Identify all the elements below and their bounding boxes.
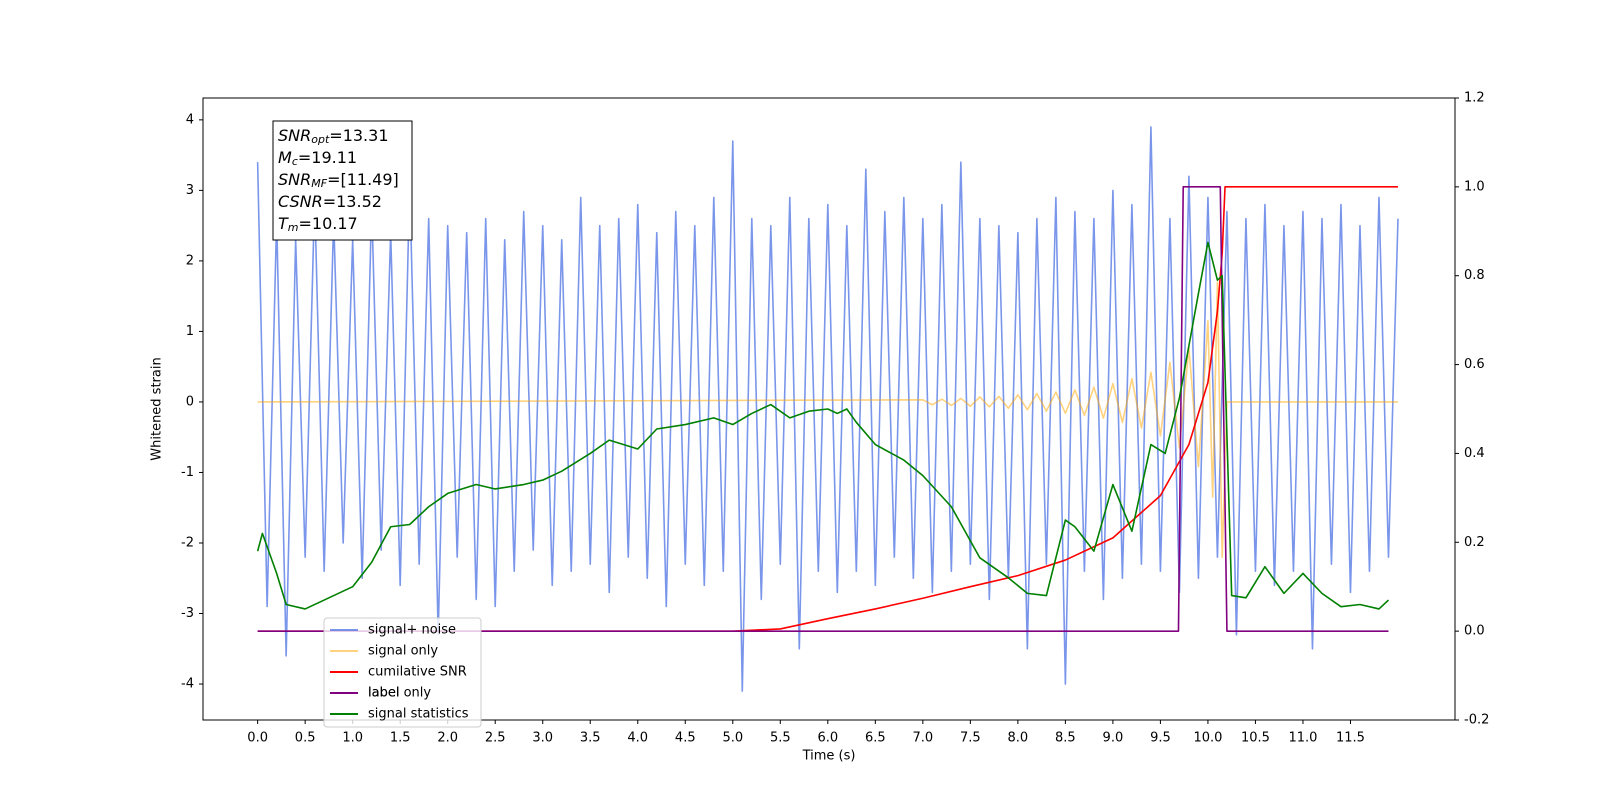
series-line [257,186,1398,632]
y-tick-label: -3 [181,606,194,621]
x-tick-label: 8.0 [1008,731,1029,746]
annotation: SNRMF=[11.49] [278,170,399,191]
legend-label: signal+ noise [368,623,456,638]
x-tick-label: 4.0 [627,731,648,746]
series-line [256,126,1399,692]
x-axis-label: Time (s) [802,749,856,764]
x-tick-label: 4.5 [675,731,696,746]
annotation: Mc=19.11 [278,148,357,169]
y-tick-label: 2 [186,253,194,268]
x-tick-label: 10.5 [1241,731,1270,746]
x-tick-label: 11.0 [1288,731,1317,746]
annotation-value: =13.31 [329,126,388,145]
annotation-sub: c [292,155,298,168]
x-tick-label: 2.5 [485,731,506,746]
annotation: Tm=10.17 [278,214,358,235]
series-line [256,241,1390,610]
x-tick-label: 3.5 [580,731,601,746]
x-tick-label: 5.0 [722,731,743,746]
legend-label: label [368,686,399,701]
annotation-sub: MF [311,177,327,190]
x-tick-label: 9.5 [1150,731,1171,746]
y2-tick-label: 0.4 [1464,446,1485,461]
annotation-base: CSNR [278,192,323,211]
x-tick-label: 3.0 [532,731,553,746]
annotation-value: =10.17 [299,214,358,233]
annotation-base: SNR [278,126,311,145]
y-tick-label: -2 [181,535,194,550]
annotation-box [272,120,413,241]
y2-tick-label: 1.0 [1464,179,1485,194]
axes-frame [202,97,1456,721]
x-tick-label: 7.0 [912,731,933,746]
annotation: SNRopt=13.31 [278,126,389,147]
x-tick-label: 11.5 [1336,731,1365,746]
x-tick-label: 1.5 [390,731,411,746]
y-tick-label: 1 [186,324,194,339]
y2-tick-label: 0.8 [1464,268,1485,283]
legend-label: cumilative SNR [368,665,467,680]
x-tick-label: 1.0 [342,731,363,746]
x-tick-label: 10.0 [1193,731,1222,746]
x-tick-label: 2.0 [437,731,458,746]
y2-tick-label: 1.2 [1464,91,1485,106]
annotation-sub: m [288,221,299,234]
legend-label: signal statistics [368,707,469,722]
series-line [257,281,1398,558]
annotation-base: SNR [278,170,311,189]
y-tick-label: 3 [186,183,194,198]
x-tick-label: 6.5 [865,731,886,746]
legend-label: signal only [368,644,438,659]
annotation-base: T [278,214,289,233]
annotation: CSNR=13.52 [278,192,382,211]
y-tick-label: 0 [186,394,194,409]
y-tick-label: -1 [181,465,194,480]
y-tick-label: 4 [186,112,194,127]
x-tick-label: 0.0 [247,731,268,746]
x-tick-label: 9.0 [1103,731,1124,746]
y-axis-label: Whitened strain [150,357,165,460]
legend-box [323,617,482,728]
x-tick-label: 5.5 [770,731,791,746]
y2-tick-label: 0.6 [1464,357,1485,372]
x-tick-label: 6.0 [817,731,838,746]
x-tick-label: 7.5 [960,731,981,746]
y-tick-label: -4 [181,677,194,692]
annotation-value: =19.11 [298,148,357,167]
annotation-base: M [278,148,292,167]
annotation-value: =[11.49] [327,170,399,189]
x-tick-label: 8.5 [1055,731,1076,746]
y2-tick-label: 0.0 [1464,624,1485,639]
legend-overlapped-text: label only [368,686,431,701]
x-tick-label: 0.5 [295,731,316,746]
y2-tick-label: -0.2 [1464,713,1489,728]
y2-tick-label: 0.2 [1464,535,1485,550]
plot-area [256,126,1399,692]
annotation-sub: opt [311,133,330,146]
annotation-value: =13.52 [323,192,382,211]
series-line [257,186,1389,632]
